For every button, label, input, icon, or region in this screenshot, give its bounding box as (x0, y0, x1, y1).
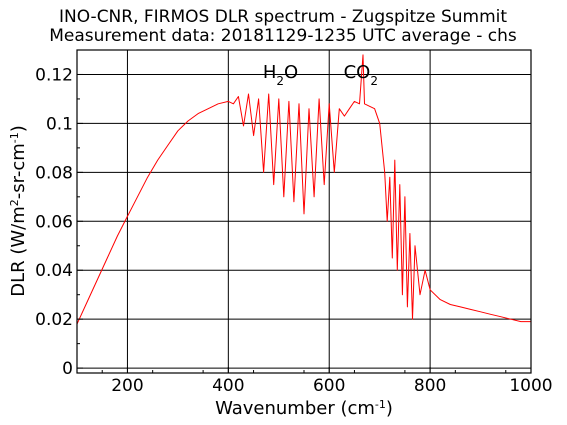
x-axis-ticks: 200 400 600 800 1000 (101, 367, 553, 396)
x-tick-label: 400 (212, 376, 244, 396)
x-tick-label: 200 (111, 376, 143, 396)
y-tick-label: 0.06 (35, 212, 73, 232)
x-tick-label: 600 (313, 376, 345, 396)
annotation-label: CO2 (344, 62, 378, 88)
y-axis-label: DLR (W/m2-sr-cm-1) (8, 125, 30, 297)
y-tick-label: 0.08 (35, 163, 73, 183)
annotation-label: H2O (263, 62, 298, 88)
annotations: H2O CO2 (263, 62, 378, 88)
chart-subtitle: Measurement data: 20181129-1235 UTC aver… (49, 26, 517, 46)
x-axis-label: Wavenumber (cm-1) (215, 398, 393, 420)
dlr-series-line (76, 54, 531, 325)
x-tick-label: 1000 (509, 376, 552, 396)
y-tick-label: 0.02 (35, 310, 73, 330)
plot-area (76, 54, 531, 325)
y-tick-label: 0.04 (35, 261, 73, 281)
y-axis-ticks: 0 0.02 0.04 0.06 0.08 0.1 0.12 (35, 65, 83, 379)
x-tick-label: 800 (414, 376, 446, 396)
y-tick-label: 0.12 (35, 65, 73, 85)
y-tick-label: 0 (62, 359, 73, 379)
y-tick-label: 0.1 (46, 114, 73, 134)
chart-title: INO-CNR, FIRMOS DLR spectrum - Zugspitze… (59, 7, 507, 27)
